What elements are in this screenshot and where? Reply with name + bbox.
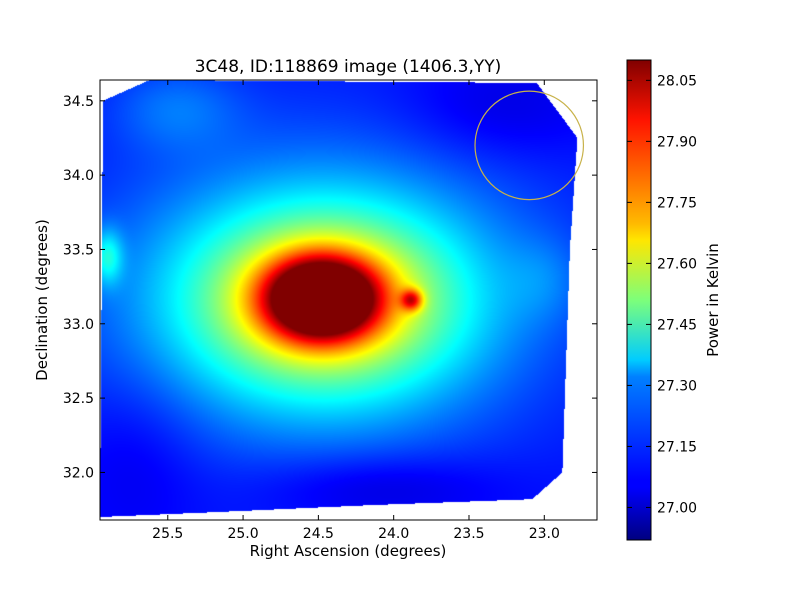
plot-frame [99,79,598,521]
x-tick-label: 23.5 [453,526,484,542]
y-tick-label: 33.5 [63,242,94,258]
colorbar-tick-label: 27.45 [657,317,697,333]
colorbar-tick-label: 27.60 [657,256,697,272]
heatmap-area [100,80,597,520]
x-tick-label: 25.0 [227,526,258,542]
colorbar-tick-label: 27.00 [657,500,697,516]
x-tick-label: 24.5 [303,526,334,542]
y-axis-label: Declination (degrees) [33,219,51,381]
colorbar [626,59,652,541]
y-tick-label: 34.5 [63,94,94,110]
x-axis-ticks: 25.5 25.0 24.5 24.0 23.5 23.0 [152,80,560,542]
chart-title: 3C48, ID:118869 image (1406.3,YY) [195,57,502,77]
x-tick-label: 24.0 [378,526,409,542]
colorbar-tick-label: 27.75 [657,195,697,211]
x-axis-label: Right Ascension (degrees) [250,542,447,560]
colorbar-tick-label: 28.05 [657,73,697,89]
colorbar-ticks: 27.00 27.15 27.30 27.45 27.60 27.75 27.90 28.05 [627,73,697,516]
colorbar-tick-label: 27.30 [657,378,697,394]
x-tick-label: 25.5 [152,526,183,542]
y-tick-label: 32.0 [63,465,94,481]
x-tick-label: 23.0 [529,526,560,542]
colorbar-tick-label: 27.90 [657,134,697,150]
heatmap-image [100,80,597,520]
beam-circle [474,90,585,201]
y-tick-label: 32.5 [63,391,94,407]
colorbar-label: Power in Kelvin [704,243,722,357]
y-tick-label: 33.0 [63,317,94,333]
colorbar-tick-label: 27.15 [657,439,697,455]
y-tick-label: 34.0 [63,168,94,184]
y-axis-ticks: 32.0 32.5 33.0 33.5 34.0 34.5 [63,94,597,481]
